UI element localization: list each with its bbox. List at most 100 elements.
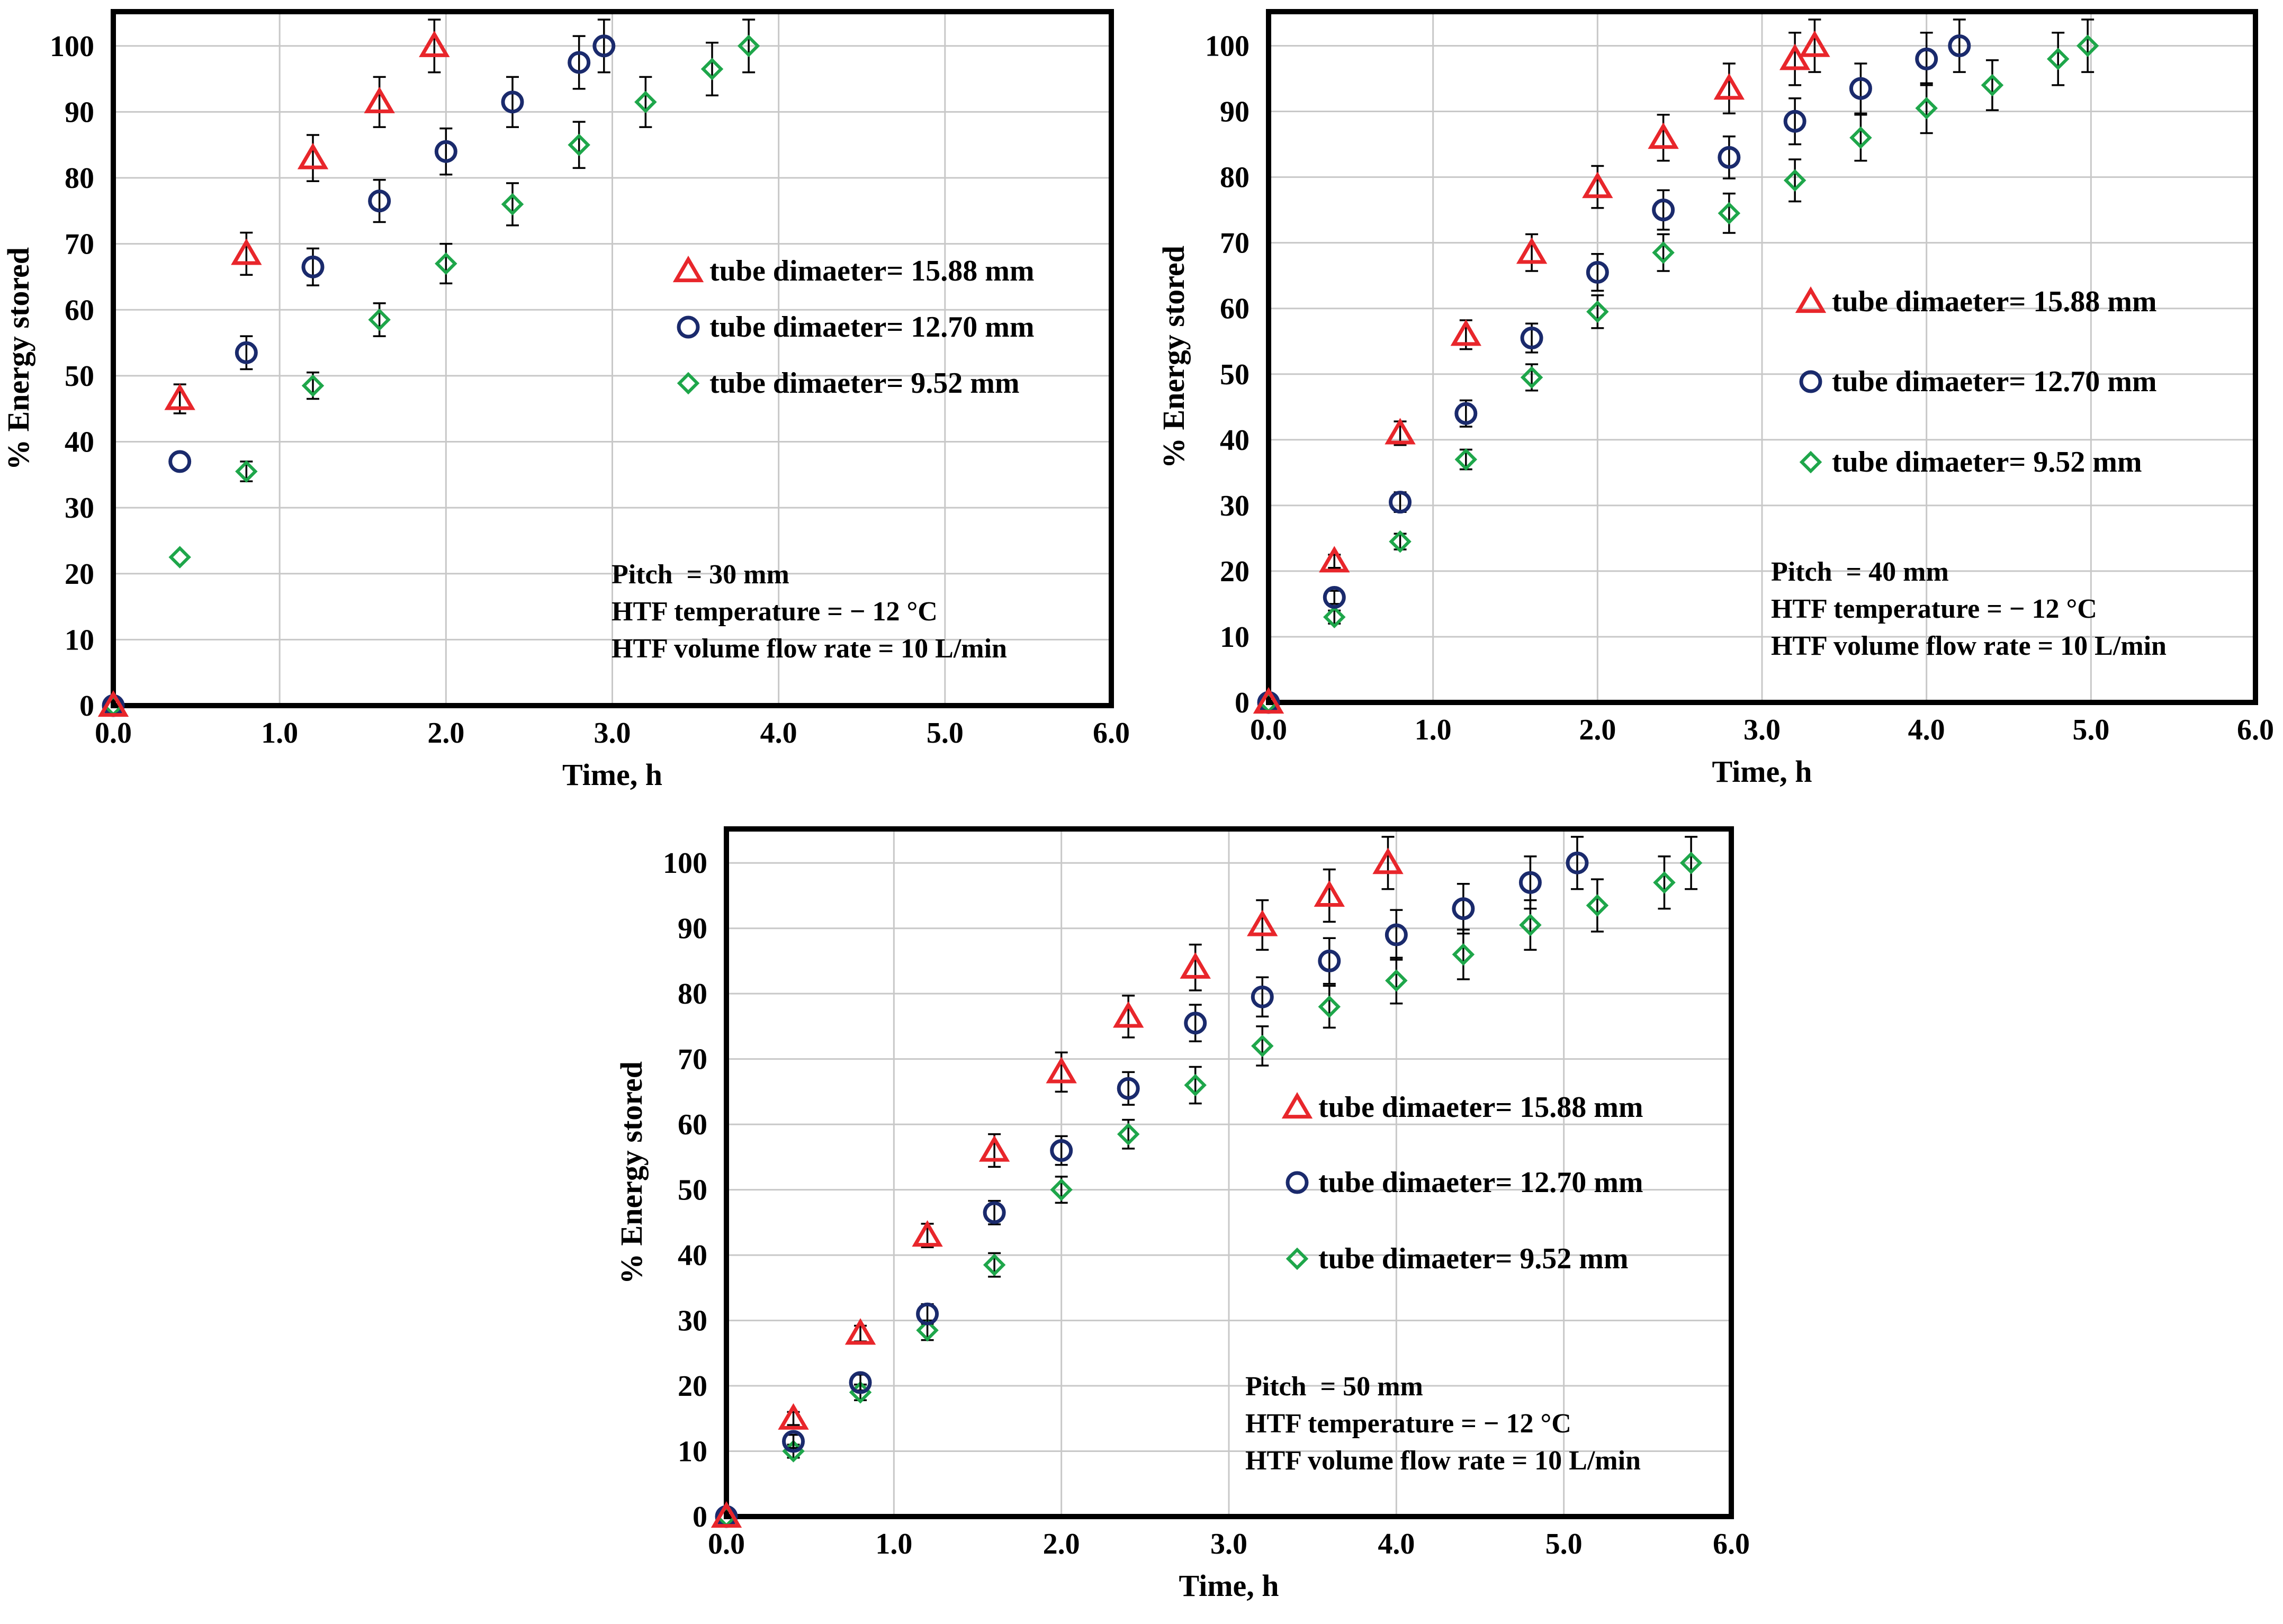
y-tick-label: 90	[65, 96, 94, 129]
data-point	[1713, 73, 1745, 100]
data-point	[1648, 122, 1679, 149]
data-point	[1783, 169, 1806, 192]
data-point	[844, 1318, 876, 1345]
x-tick-label: 5.0	[927, 717, 964, 750]
x-tick-label: 2.0	[1043, 1528, 1080, 1560]
data-point	[1915, 97, 1938, 120]
x-tick-label: 2.0	[1579, 714, 1616, 746]
data-point	[634, 91, 657, 113]
data-point	[364, 86, 395, 113]
data-point	[1253, 687, 1284, 714]
data-point	[1783, 110, 1806, 133]
legend-label: tube dimaeter= 12.70 mm	[709, 311, 1035, 344]
data-point	[501, 91, 524, 114]
x-tick-label: 6.0	[2237, 714, 2274, 746]
data-point	[592, 34, 616, 58]
data-point	[778, 1403, 809, 1430]
data-point	[568, 51, 591, 74]
data-point	[168, 450, 192, 473]
y-tick-label: 30	[678, 1305, 707, 1338]
data-point	[164, 383, 195, 410]
y-tick-label: 100	[50, 30, 94, 63]
x-tick-label: 4.0	[760, 717, 797, 750]
data-point	[916, 1319, 939, 1342]
data-point	[1779, 43, 1811, 70]
data-point	[1452, 943, 1475, 966]
y-tick-label: 80	[65, 162, 94, 195]
data-point	[737, 34, 760, 58]
x-tick-label: 3.0	[1743, 714, 1781, 746]
data-point	[849, 1371, 872, 1394]
legend-marker-circle	[1286, 1171, 1309, 1194]
note-line: HTF temperature = − 12 °C	[1771, 594, 2097, 624]
legend-label: tube dimaeter= 9.52 mm	[709, 367, 1020, 400]
y-tick-label: 30	[1220, 490, 1250, 522]
series-circle	[1257, 19, 1971, 714]
y-tick-label: 100	[663, 847, 707, 880]
data-point	[301, 255, 325, 278]
y-axis-title: % Energy stored	[1, 247, 35, 470]
data-point	[1582, 172, 1613, 199]
series-circle	[102, 19, 616, 717]
data-point	[1849, 77, 1872, 100]
y-tick-label: 20	[1220, 555, 1250, 588]
x-tick-label: 4.0	[1378, 1528, 1415, 1560]
y-tick-label: 60	[1220, 293, 1250, 326]
y-tick-label: 10	[678, 1436, 707, 1468]
y-tick-label: 70	[678, 1043, 707, 1076]
data-point	[1372, 847, 1404, 874]
y-tick-label: 10	[1220, 621, 1250, 654]
data-point	[297, 142, 329, 169]
y-tick-label: 40	[65, 426, 94, 459]
x-tick-label: 0.0	[1250, 714, 1287, 746]
chart-panel-3: 0.0 1.0 2.0 3.0 4.0 5.0 6.0 0 10 20 30 40 50 60 70 80 90…	[614, 826, 1750, 1603]
data-point	[1452, 897, 1475, 921]
series-diamond	[102, 19, 760, 717]
series-diamond	[1257, 19, 2099, 714]
y-tick-label: 20	[65, 558, 94, 591]
x-tick-label: 5.0	[1545, 1528, 1583, 1560]
data-point	[1653, 871, 1676, 894]
plot-frame	[1266, 9, 2258, 705]
data-point	[168, 546, 191, 569]
note-line: Pitch = 50 mm	[1245, 1372, 1423, 1402]
note-line: Pitch = 40 mm	[1771, 557, 1949, 587]
y-tick-label: 50	[678, 1174, 707, 1207]
x-tick-label: 1.0	[1415, 714, 1452, 746]
x-tick-label: 0.0	[95, 717, 132, 750]
data-point	[1718, 202, 1741, 225]
x-tick-label: 1.0	[875, 1528, 912, 1560]
data-point	[1450, 319, 1481, 346]
data-point	[97, 690, 129, 717]
note-line: HTF temperature = − 12 °C	[612, 597, 938, 627]
data-point	[1180, 952, 1211, 979]
y-tick-label: 90	[678, 913, 707, 945]
data-point	[501, 193, 524, 216]
series-triangle	[711, 836, 1404, 1528]
data-point	[978, 1135, 1010, 1162]
data-point	[1718, 146, 1741, 169]
data-point	[1184, 1073, 1207, 1097]
legend-marker-diamond	[1286, 1247, 1309, 1270]
data-point	[2046, 48, 2070, 70]
legend-label: tube dimaeter= 15.88 mm	[709, 255, 1035, 287]
data-point	[1046, 1057, 1077, 1084]
y-tick-label: 100	[1205, 30, 1250, 63]
data-point	[1948, 34, 1971, 58]
data-point	[983, 1253, 1006, 1276]
data-point	[1314, 880, 1345, 907]
note-line: Pitch = 30 mm	[612, 560, 789, 590]
legend-label: tube dimaeter= 12.70 mm	[1318, 1166, 1643, 1199]
x-tick-label: 1.0	[261, 717, 298, 750]
y-tick-label: 80	[678, 978, 707, 1011]
x-tick-label: 6.0	[1713, 1528, 1750, 1560]
legend-label: tube dimaeter= 15.88 mm	[1832, 285, 2157, 318]
data-point	[1389, 491, 1412, 514]
data-point	[1323, 606, 1346, 628]
data-point	[235, 460, 258, 483]
legend-marker-triangle	[672, 256, 704, 283]
y-axis-title: % Energy stored	[1156, 246, 1191, 468]
data-point	[1518, 871, 1542, 894]
data-point	[1519, 914, 1542, 936]
